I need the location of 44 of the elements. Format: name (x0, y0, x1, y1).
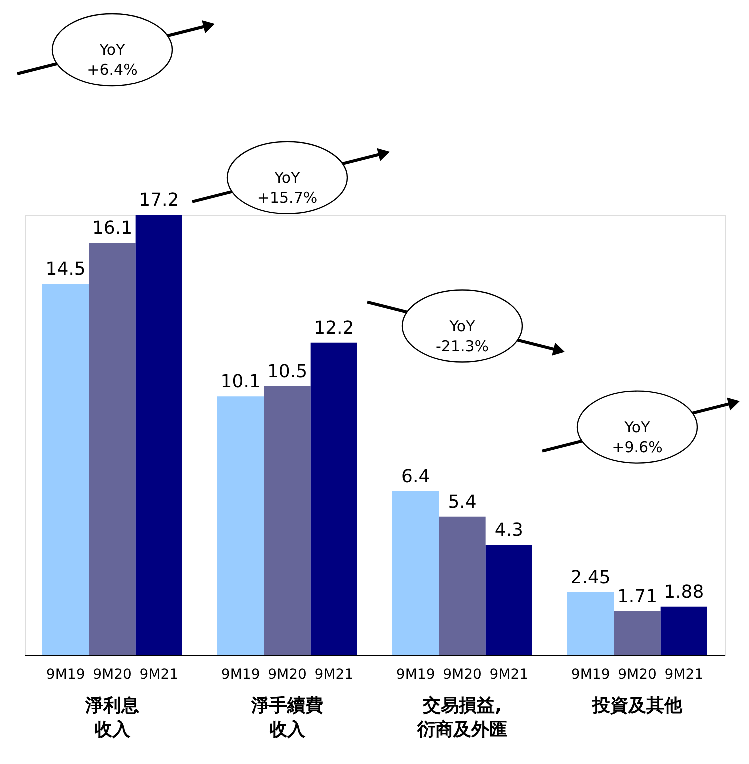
text: 9M20 (443, 667, 482, 683)
series-label: 9M20 (93, 667, 132, 683)
bar (392, 491, 440, 655)
data-label: 12.2 (314, 318, 354, 339)
x-tick-label: 淨利息收入 (84, 696, 140, 740)
bar (568, 592, 614, 655)
bar (660, 606, 708, 655)
text: 9M19 (571, 667, 610, 683)
x-tick-label: 淨手續費收入 (250, 696, 324, 740)
bar (136, 215, 182, 655)
bar (264, 386, 311, 655)
bar (310, 342, 358, 655)
series-label: 9M19 (46, 667, 86, 683)
bar (218, 396, 264, 655)
x-tick-label: 交易損益,衍商及外匯 (416, 696, 508, 740)
data-label: 1.88 (664, 582, 704, 603)
text: 9M21 (314, 667, 354, 683)
data-label: 1.71 (617, 586, 658, 608)
text: YoY +6.4% (87, 41, 138, 79)
text: 9M21 (490, 667, 529, 683)
annotation: YoY -21.3% (436, 317, 490, 356)
bar (89, 243, 136, 655)
x-tick-label: 投資及其他 (592, 696, 684, 716)
data-label: 2.45 (570, 567, 611, 588)
data-label: 14.5 (46, 259, 86, 280)
text: YoY +15.7% (257, 168, 318, 207)
data-label: 16.1 (92, 218, 133, 240)
data-label: 10.1 (220, 372, 261, 393)
data-label: 6.4 (402, 466, 430, 488)
bar (614, 611, 661, 655)
text: 9M20 (268, 667, 307, 683)
bar (486, 545, 532, 655)
bar (42, 284, 90, 655)
text: 9M20 (618, 667, 657, 683)
data-label: 10.5 (267, 361, 308, 382)
text: 9M21 (664, 667, 704, 683)
bar (439, 516, 486, 655)
series-label: 9M21 (140, 667, 179, 683)
text: 9M19 (221, 667, 260, 683)
data-label: 5.4 (448, 492, 477, 513)
data-label: 4.3 (494, 520, 524, 541)
annotation: YoY +9.6% (612, 418, 663, 456)
data-label: 17.2 (139, 190, 180, 211)
text: 9M19 (396, 667, 436, 683)
